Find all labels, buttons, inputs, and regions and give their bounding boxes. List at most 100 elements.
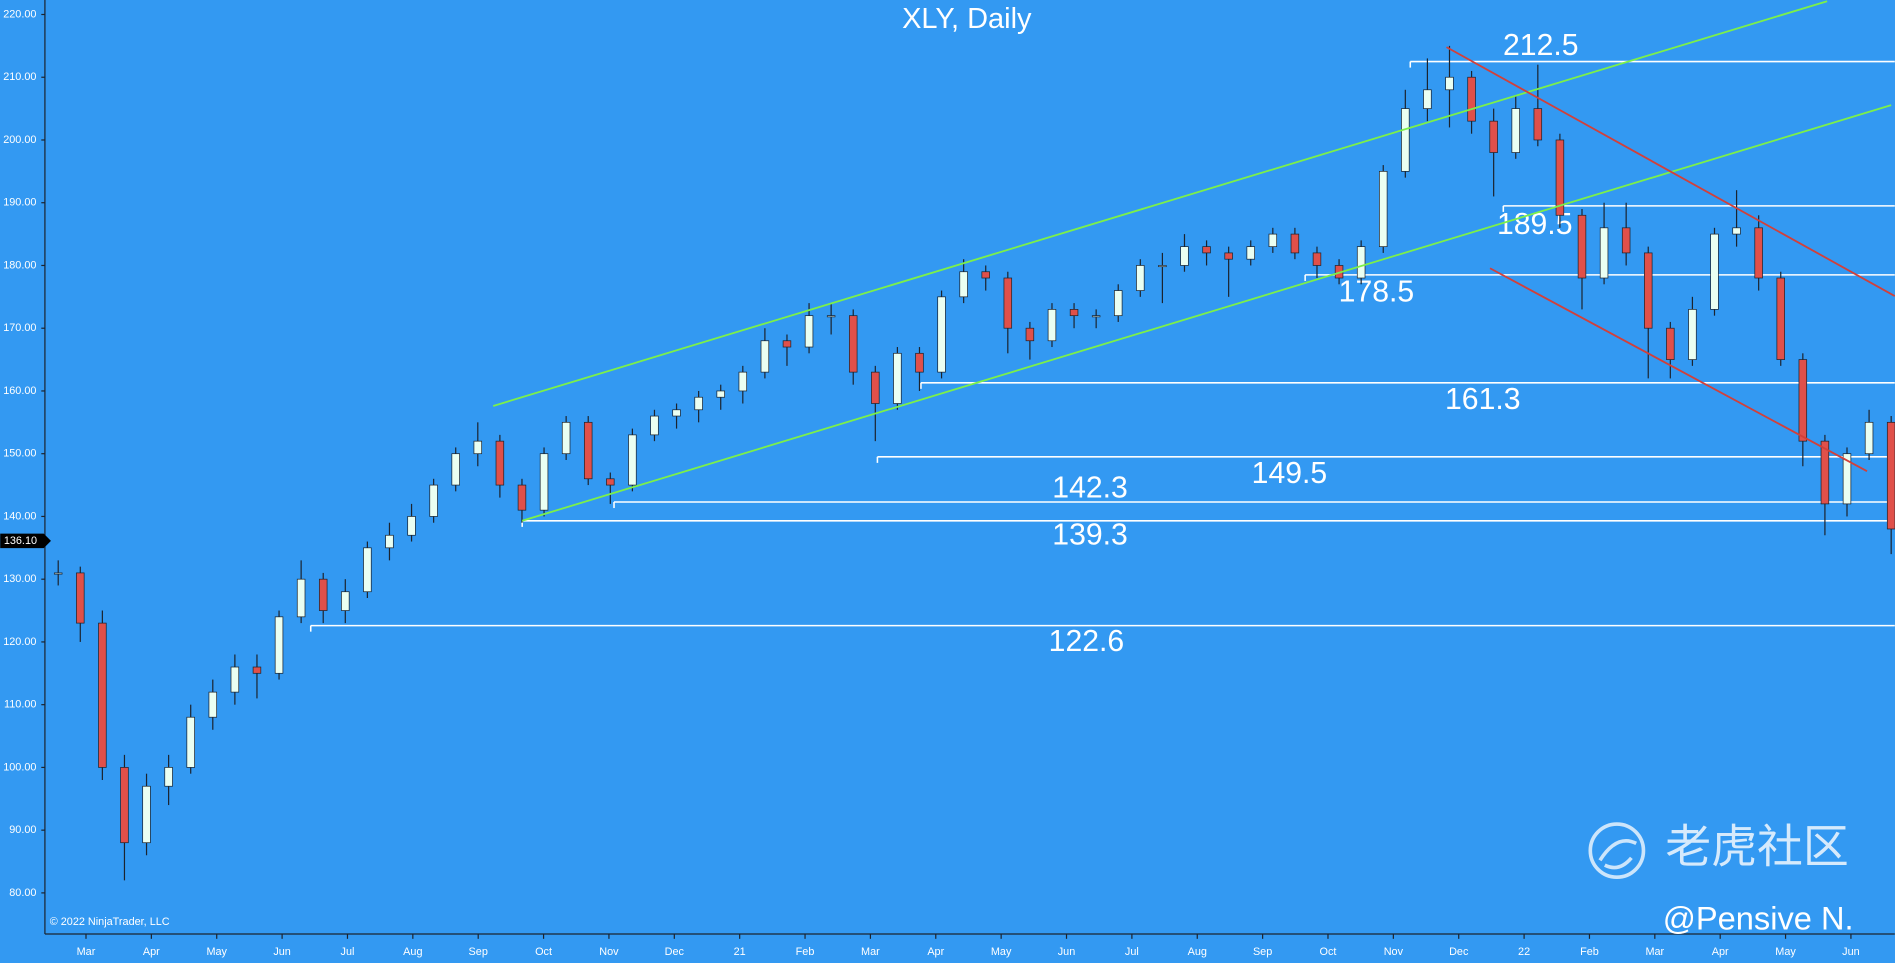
- candle-body: [142, 785, 151, 844]
- y-tick-label: 120.00: [3, 636, 36, 648]
- candle-body: [385, 534, 394, 549]
- down-channel-upper: [1446, 46, 1895, 297]
- level-label: 161.3: [1445, 383, 1521, 416]
- candle-body: [1798, 359, 1808, 442]
- candle-body: [561, 421, 571, 455]
- candle-body: [230, 666, 240, 693]
- x-tick-label: Nov: [599, 946, 619, 958]
- candle-body: [1290, 233, 1300, 254]
- candle-body: [1025, 327, 1035, 342]
- candle-body: [1842, 453, 1852, 505]
- candle-body: [1820, 440, 1830, 505]
- x-tick-label: Jul: [341, 946, 355, 958]
- logo-ring: [1588, 822, 1646, 880]
- x-tick-label: Sep: [1253, 946, 1272, 958]
- x-tick-label: Dec: [665, 946, 685, 958]
- x-tick-label: Feb: [1580, 946, 1599, 958]
- x-tick-label: Feb: [796, 946, 815, 958]
- candle-body: [539, 453, 549, 511]
- y-tick-label: 130.00: [3, 573, 36, 585]
- candle-body: [318, 578, 328, 611]
- candle-body: [628, 434, 637, 486]
- author: @Pensive N.: [1663, 899, 1854, 936]
- x-tick-label: Nov: [1384, 946, 1404, 958]
- candle-body: [1180, 246, 1189, 266]
- y-tick-label: 210.00: [3, 71, 36, 83]
- candle-body: [1489, 120, 1498, 153]
- candle-body: [959, 271, 968, 298]
- trend-lines: [492, 0, 1895, 522]
- x-tick-label: 22: [1518, 946, 1530, 958]
- x-tick-label: May: [206, 946, 227, 958]
- x-tick-label: Jun: [1842, 946, 1860, 958]
- candle-body: [738, 371, 748, 392]
- watermark-logo: [1588, 822, 1646, 880]
- x-tick-label: Mar: [861, 946, 880, 958]
- down-channel-lower: [1489, 267, 1868, 473]
- y-tick-label: 100.00: [3, 761, 36, 773]
- candle-body: [363, 547, 372, 593]
- candle-body: [98, 622, 107, 768]
- channel-upper: [492, 0, 1828, 407]
- candle-body: [252, 666, 262, 674]
- x-tick-label: Mar: [77, 946, 96, 958]
- candle-body: [1644, 252, 1653, 329]
- candle-body: [76, 572, 85, 624]
- candle-body: [583, 421, 593, 480]
- candle-body: [1577, 214, 1587, 279]
- watermark: 老虎社区: [1665, 821, 1849, 873]
- candle-body: [341, 591, 350, 611]
- candle-body: [1047, 309, 1057, 342]
- candle-body: [650, 415, 659, 436]
- candle-body: [782, 340, 792, 348]
- candle-body: [517, 484, 527, 511]
- x-tick-label: Apr: [927, 946, 944, 958]
- candle-body: [826, 315, 836, 318]
- level-label: 178.5: [1339, 276, 1415, 309]
- candle-body: [186, 716, 195, 768]
- candle-body: [1666, 327, 1675, 360]
- y-tick-label: 90.00: [9, 824, 36, 836]
- x-tick-label: Apr: [1712, 946, 1729, 958]
- candle-body: [1401, 108, 1410, 172]
- y-tick-label: 150.00: [3, 448, 36, 460]
- y-tick-label: 80.00: [9, 887, 36, 899]
- candle-body: [672, 409, 681, 417]
- x-tick-label: Dec: [1449, 946, 1469, 958]
- candle-body: [1511, 108, 1520, 153]
- x-tick-label: Oct: [535, 946, 552, 958]
- x-tick-label: Jul: [1125, 946, 1139, 958]
- last-price-label: 136.10: [4, 535, 37, 547]
- candle-body: [1886, 421, 1895, 530]
- candle-body: [1555, 139, 1565, 216]
- candle-body: [1136, 265, 1145, 291]
- x-tick-label: Jun: [273, 946, 291, 958]
- candle-body: [1732, 227, 1741, 235]
- candle-body: [937, 296, 946, 373]
- copyright: © 2022 NinjaTrader, LLC: [50, 916, 170, 928]
- level-label: 139.3: [1052, 518, 1128, 551]
- x-tick-label: Sep: [469, 946, 488, 958]
- level-label: 149.5: [1252, 457, 1328, 490]
- x-tick-label: Aug: [1188, 946, 1207, 958]
- chart-title: XLY, Daily: [902, 3, 1032, 35]
- x-tick-label: Oct: [1320, 946, 1337, 958]
- candle-body: [804, 315, 814, 348]
- candle-body: [164, 767, 173, 787]
- candle-body: [871, 371, 880, 404]
- candle-body: [1467, 76, 1476, 122]
- level-label: 142.3: [1052, 471, 1128, 504]
- candle-body: [53, 572, 63, 575]
- candle-body: [1312, 252, 1322, 266]
- y-tick-label: 200.00: [3, 134, 36, 146]
- candle-body: [1710, 233, 1719, 310]
- last-price-tag: [0, 533, 51, 549]
- level-label: 212.5: [1503, 29, 1579, 62]
- candle-body: [473, 440, 483, 455]
- candle-body: [716, 390, 725, 398]
- candle-body: [1864, 421, 1874, 455]
- candle-body: [1246, 246, 1255, 260]
- candle-body: [1069, 309, 1079, 317]
